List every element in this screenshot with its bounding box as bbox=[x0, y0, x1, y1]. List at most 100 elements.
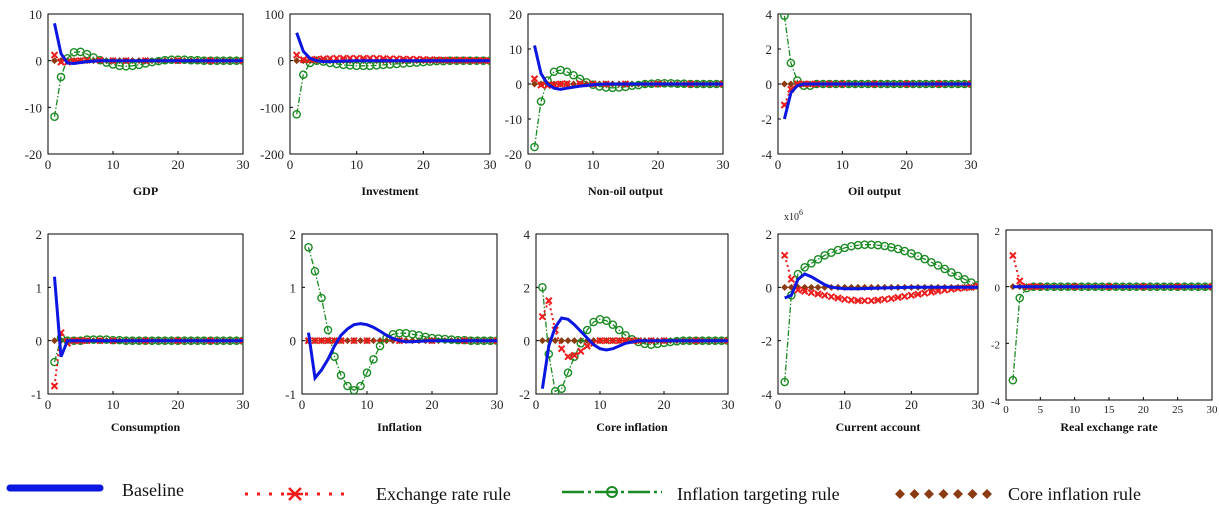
data-point-exchange-rate-rule bbox=[317, 336, 326, 345]
data-point-inflation-targeting-rule bbox=[614, 325, 624, 335]
legend-marker-core-inflation-rule bbox=[938, 489, 949, 499]
data-point-inflation-targeting-rule bbox=[299, 70, 308, 79]
x-tick-label: 0 bbox=[287, 157, 294, 172]
data-point-exchange-rate-rule bbox=[820, 291, 829, 300]
data-point-exchange-rate-rule bbox=[719, 80, 723, 88]
chart-legend: Baseline Exchange rate rule Inflation ta… bbox=[6, 480, 1141, 504]
y-tick-label: -2 bbox=[761, 112, 772, 127]
data-point-inflation-targeting-rule bbox=[1008, 375, 1018, 385]
data-point-inflation-targeting-rule bbox=[336, 371, 346, 380]
data-point-core-inflation-rule bbox=[807, 283, 815, 291]
x-tick-label: 20 bbox=[1138, 404, 1150, 416]
y-tick-label: 2 bbox=[766, 42, 773, 57]
x-tick-label: 0 bbox=[1003, 404, 1009, 416]
y-tick-label: -4 bbox=[991, 396, 1001, 408]
legend-marker-core-inflation-rule bbox=[909, 489, 920, 499]
x-tick-label: 10 bbox=[1069, 404, 1081, 416]
data-point-inflation-targeting-rule bbox=[349, 385, 359, 394]
y-tick-label: 20 bbox=[509, 7, 522, 22]
data-point-exchange-rate-rule bbox=[239, 56, 243, 65]
data-point-core-inflation-rule bbox=[787, 80, 795, 88]
y-tick-label: 0 bbox=[995, 283, 1001, 295]
data-point-exchange-rate-rule bbox=[814, 290, 822, 298]
data-point-core-inflation-rule bbox=[383, 337, 390, 345]
data-point-inflation-targeting-rule bbox=[800, 263, 809, 272]
series-line-baseline bbox=[782, 82, 971, 120]
data-point-exchange-rate-rule bbox=[894, 293, 902, 302]
x-tick-label: 0 bbox=[525, 157, 532, 172]
data-point-exchange-rate-rule bbox=[570, 351, 579, 360]
x-tick-label: 30 bbox=[491, 397, 504, 412]
data-point-exchange-rate-rule bbox=[860, 296, 869, 305]
data-point-exchange-rate-rule bbox=[493, 336, 497, 345]
series-baseline bbox=[53, 276, 243, 358]
data-point-exchange-rate-rule bbox=[914, 290, 922, 298]
data-point-inflation-targeting-rule bbox=[570, 352, 579, 361]
data-point-inflation-targeting-rule bbox=[557, 384, 566, 393]
x-tick-label: 20 bbox=[417, 157, 430, 172]
x-tick-label: 30 bbox=[237, 157, 250, 172]
series-line-baseline bbox=[295, 32, 490, 64]
legend-marker-inflation-targeting-rule bbox=[606, 486, 618, 498]
data-point-exchange-rate-rule bbox=[827, 292, 836, 301]
y-tick-label: -200 bbox=[260, 147, 284, 162]
data-point-exchange-rate-rule bbox=[920, 289, 929, 297]
data-point-exchange-rate-rule bbox=[57, 58, 65, 66]
data-point-exchange-rate-rule bbox=[800, 287, 809, 296]
data-point-inflation-targeting-rule bbox=[56, 72, 66, 82]
data-point-exchange-rate-rule bbox=[615, 336, 623, 345]
legend-marker-core-inflation-rule bbox=[924, 489, 934, 499]
y-tick-label: -1 bbox=[31, 387, 42, 402]
x-tick-label: 20 bbox=[905, 397, 918, 412]
data-point-exchange-rate-rule bbox=[927, 288, 936, 296]
y-tick-label: 2 bbox=[290, 227, 297, 242]
data-point-exchange-rate-rule bbox=[292, 51, 301, 59]
data-point-exchange-rate-rule bbox=[563, 79, 571, 88]
series-line-baseline bbox=[307, 322, 497, 382]
series-line-baseline bbox=[53, 22, 243, 66]
legend-item-baseline: Baseline bbox=[6, 480, 184, 500]
data-point-exchange-rate-rule bbox=[545, 296, 553, 305]
data-point-inflation-targeting-rule bbox=[292, 110, 301, 119]
y-tick-label: -20 bbox=[505, 147, 522, 162]
data-point-inflation-targeting-rule bbox=[602, 316, 611, 325]
y-tick-label: -2 bbox=[761, 334, 772, 349]
x-tick-label: 10 bbox=[361, 397, 374, 412]
y-tick-label: 2 bbox=[995, 226, 1001, 238]
data-point-exchange-rate-rule bbox=[311, 336, 319, 345]
x-tick-label: 30 bbox=[1207, 404, 1219, 416]
data-point-inflation-targeting-rule bbox=[323, 325, 333, 335]
panel-title: Non-oil output bbox=[588, 184, 663, 198]
panel-title: Investment bbox=[361, 184, 418, 198]
data-point-inflation-targeting-rule bbox=[50, 112, 59, 121]
data-point-core-inflation-rule bbox=[781, 283, 789, 291]
y-tick-label: 2 bbox=[766, 227, 773, 242]
data-point-inflation-targeting-rule bbox=[310, 267, 320, 276]
data-point-inflation-targeting-rule bbox=[608, 320, 618, 329]
x-tick-label: 20 bbox=[652, 157, 665, 172]
legend-label-exchange-rate-rule: Exchange rate rule bbox=[376, 484, 511, 504]
data-point-core-inflation-rule bbox=[780, 80, 788, 88]
panel-title: Oil output bbox=[848, 184, 901, 198]
data-point-inflation-targeting-rule bbox=[947, 268, 956, 277]
data-point-core-inflation-rule bbox=[51, 57, 58, 65]
x-tick-label: 30 bbox=[965, 157, 978, 172]
data-point-inflation-targeting-rule bbox=[953, 271, 963, 281]
data-point-exchange-rate-rule bbox=[50, 51, 59, 59]
data-point-exchange-rate-rule bbox=[557, 344, 566, 353]
y-tick-label: 0 bbox=[36, 334, 43, 349]
panel-title: Real exchange rate bbox=[1060, 420, 1158, 434]
y-tick-label: -4 bbox=[761, 387, 772, 402]
series-baseline bbox=[782, 82, 971, 120]
panel-title: Core inflation bbox=[596, 420, 668, 434]
data-point-exchange-rate-rule bbox=[807, 288, 816, 297]
data-point-inflation-targeting-rule bbox=[304, 243, 313, 252]
data-point-inflation-targeting-rule bbox=[960, 275, 969, 284]
y-tick-label: 4 bbox=[524, 227, 531, 242]
x-tick-label: 30 bbox=[972, 397, 985, 412]
panel-frame bbox=[777, 233, 979, 395]
